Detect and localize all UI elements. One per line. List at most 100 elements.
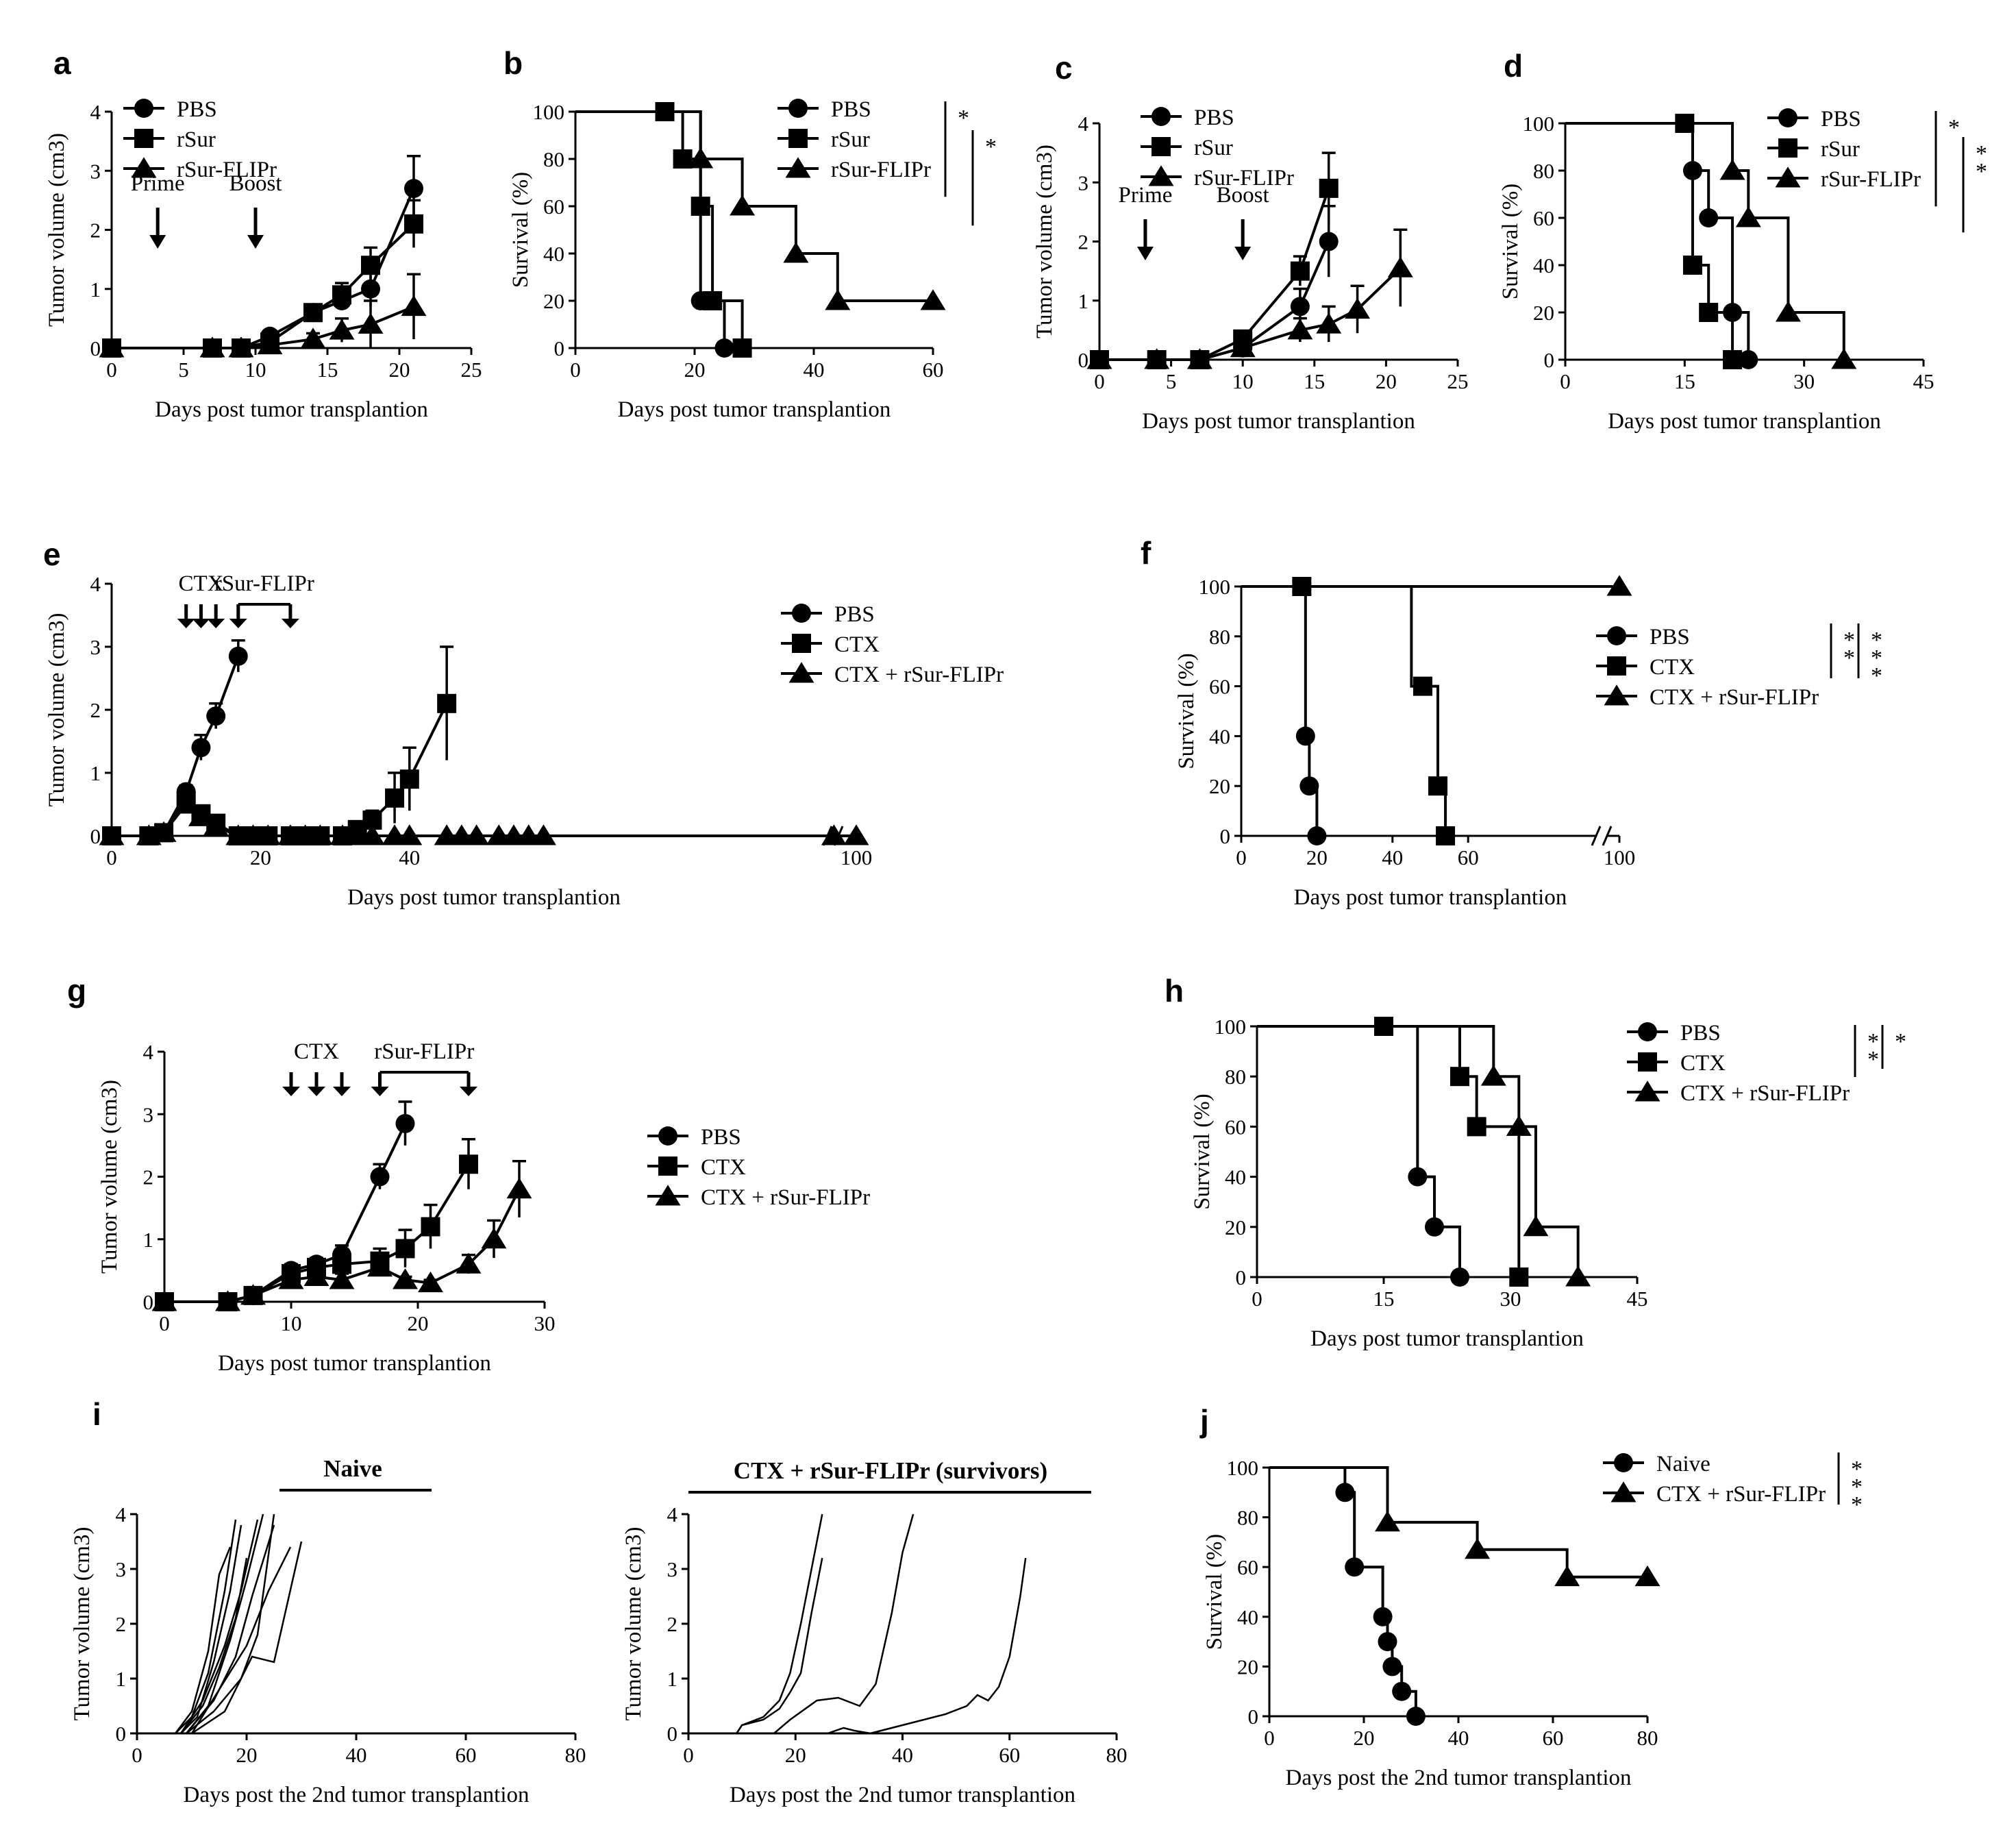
- data-point-j-1: [1634, 1565, 1660, 1587]
- y-tick-label-d: 60: [1533, 206, 1554, 230]
- series-h-2: CTX + rSur-FLIPr: [1257, 1025, 1850, 1287]
- x-tick-label-c: 25: [1447, 369, 1469, 393]
- x-tick-label-g: 0: [159, 1311, 170, 1335]
- y-tick-label-g: 1: [143, 1228, 154, 1252]
- legend-label-f: PBS: [1650, 625, 1690, 650]
- data-point-b-2: [730, 195, 756, 216]
- y-tick-label-e: 4: [90, 572, 101, 596]
- y-axis-label-c: Tumor volume (cm3): [1032, 145, 1057, 338]
- x-tick-label-i1: 20: [236, 1743, 258, 1767]
- y-tick-label-i2: 0: [667, 1722, 678, 1746]
- y-tick-label-h: 60: [1225, 1115, 1246, 1139]
- annotation-c: Prime: [1119, 183, 1173, 208]
- y-tick-label-a: 1: [90, 277, 101, 301]
- data-point-j-0: [1373, 1607, 1393, 1626]
- x-tick-label-c: 20: [1376, 369, 1397, 393]
- data-point-c-1: [1290, 261, 1310, 281]
- significance-mark-j: *: [1851, 1457, 1863, 1482]
- x-axis-label-j: Days post the 2nd tumor transplantion: [1285, 1766, 1631, 1790]
- x-tick-label-f: 20: [1306, 845, 1328, 869]
- y-tick-label-d: 100: [1523, 112, 1555, 136]
- data-point-c-2: [1345, 297, 1371, 319]
- annotation-flipr-g: rSur-FLIPr: [374, 1039, 474, 1064]
- x-axis-label-g: Days post tumor transplantion: [218, 1351, 491, 1376]
- series-e-0: PBS: [102, 602, 875, 845]
- legend-marker-f: [1607, 626, 1626, 645]
- panel-b: b 0 20 40 60 80 100 0 20 40 60 Days post tumor tran…: [503, 45, 997, 422]
- y-tick-label-i1: 4: [116, 1502, 127, 1526]
- data-point-b-2: [688, 147, 714, 169]
- legend-label-a: rSur-FLIPr: [177, 158, 277, 182]
- data-point-a-1: [303, 303, 323, 323]
- data-point-d-1: [1682, 256, 1702, 275]
- x-tick-label-i2: 60: [999, 1743, 1020, 1767]
- data-point-j-0: [1378, 1632, 1397, 1652]
- y-axis-label-f: Survival (%): [1174, 653, 1199, 769]
- y-axis-label-j: Survival (%): [1202, 1534, 1227, 1650]
- legend-marker-h: [1634, 1080, 1660, 1102]
- annotation-arrowhead-a: [247, 235, 264, 249]
- data-point-g-2: [393, 1268, 418, 1289]
- panel-h: h 0 20 40 60 80 100 0 15 30 45 Days post tumor tran…: [1165, 973, 1906, 1351]
- data-point-g-0: [395, 1113, 415, 1133]
- series-b-1: rSur: [575, 102, 870, 358]
- panel-f: f 0 20 40 60 80 100 0 20 40 60 100 Days post tumor t…: [1141, 535, 1882, 910]
- series-g-1: CTX: [155, 1138, 746, 1311]
- legend-label-d: PBS: [1821, 107, 1861, 132]
- y-tick-label-i1: 2: [116, 1612, 127, 1636]
- legend-marker-g: [658, 1156, 677, 1176]
- data-point-g-1: [459, 1154, 478, 1174]
- series-line-i2-2: [773, 1513, 914, 1734]
- series-i2-2: [773, 1513, 914, 1734]
- significance-mark-f: *: [1871, 628, 1882, 653]
- series-b-2: rSur-FLIPr: [575, 110, 946, 310]
- legend-marker-d: [1775, 166, 1801, 188]
- data-point-e-0: [206, 706, 226, 726]
- y-axis-label-g: Tumor volume (cm3): [97, 1080, 122, 1274]
- legend-label-j: Naive: [1656, 1452, 1710, 1476]
- series-i2-1: [736, 1557, 823, 1734]
- y-tick-label-j: 20: [1237, 1655, 1258, 1679]
- y-tick-label-a: 3: [90, 159, 101, 183]
- data-point-b-0: [714, 338, 734, 358]
- data-point-j-1: [1465, 1537, 1491, 1559]
- y-tick-label-h: 0: [1236, 1265, 1247, 1289]
- y-tick-label-j: 60: [1237, 1555, 1258, 1579]
- legend-marker-f: [1604, 684, 1630, 706]
- legend-marker-a: [134, 99, 153, 118]
- y-tick-label-i2: 4: [667, 1502, 678, 1526]
- data-point-j-1: [1554, 1565, 1580, 1587]
- data-point-e-1: [385, 788, 405, 808]
- x-tick-label-a: 0: [106, 358, 117, 382]
- y-tick-label-b: 100: [533, 100, 565, 124]
- data-point-g-2: [240, 1284, 266, 1305]
- data-point-b-1: [673, 149, 693, 169]
- data-point-b-1: [690, 197, 710, 216]
- y-axis-label-b: Survival (%): [508, 172, 533, 288]
- data-point-h-1: [1450, 1067, 1469, 1087]
- data-point-e-2: [173, 793, 199, 814]
- data-point-c-2: [1086, 348, 1112, 369]
- dose-arrowhead-e: [207, 619, 225, 628]
- data-point-g-2: [367, 1256, 393, 1277]
- data-point-h-1: [1467, 1117, 1486, 1137]
- annotation-c: Boost: [1217, 183, 1269, 208]
- data-point-h-0: [1408, 1167, 1428, 1187]
- significance-mark-h: *: [1895, 1029, 1906, 1054]
- legend-marker-a: [131, 157, 157, 178]
- data-point-j-0: [1406, 1707, 1426, 1726]
- series-e-2: CTX + rSur-FLIPr: [99, 662, 1004, 845]
- x-tick-label-d: 30: [1793, 369, 1815, 393]
- legend-marker-c: [1152, 137, 1171, 156]
- series-e-1: CTX: [102, 632, 880, 845]
- data-point-e-2: [203, 815, 229, 836]
- data-point-g-1: [395, 1239, 415, 1259]
- dose-arrowhead-g: [282, 1087, 300, 1096]
- x-tick-label-f: 40: [1382, 845, 1403, 869]
- series-line-i1-2: [180, 1524, 242, 1734]
- data-point-b-2: [783, 242, 809, 263]
- data-point-g-2: [215, 1290, 240, 1311]
- data-point-f-1: [1428, 776, 1448, 796]
- annotation-ctx-g: CTX: [294, 1039, 339, 1064]
- x-tick-label-f: 0: [1236, 845, 1247, 869]
